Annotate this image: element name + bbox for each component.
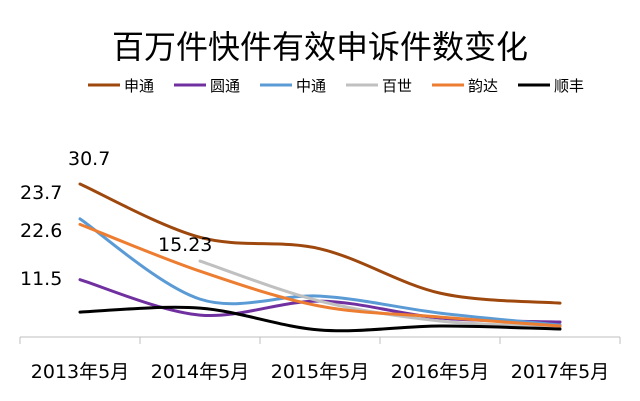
series-lines (78, 182, 562, 333)
x-tick-label: 2015年5月 (271, 361, 369, 383)
legend-item: 百世 (346, 77, 412, 95)
data-label: 11.5 (20, 268, 62, 290)
data-label: 15.23 (158, 234, 212, 256)
legend-label: 韵达 (468, 77, 498, 95)
series-line-申通 (78, 182, 562, 305)
data-labels: 30.7 23.7 22.6 11.5 15.23 (20, 148, 212, 290)
x-axis: 2013年5月 2014年5月 2015年5月 2016年5月 2017年5月 (19, 336, 621, 383)
legend-label: 顺丰 (554, 77, 584, 95)
legend: 申通 圆通 中通 百世 韵达 顺丰 (88, 77, 584, 95)
series-line-中通 (78, 217, 562, 327)
legend-item: 顺丰 (518, 77, 584, 95)
data-label: 23.7 (20, 182, 62, 204)
x-tick-label: 2017年5月 (511, 361, 609, 383)
legend-item: 申通 (88, 77, 154, 95)
x-tick-label: 2014年5月 (151, 361, 249, 383)
series-line-韵达 (78, 222, 562, 328)
x-tick-label: 2013年5月 (31, 361, 129, 383)
legend-item: 圆通 (174, 77, 240, 95)
x-tick-label: 2016年5月 (391, 361, 489, 383)
legend-label: 圆通 (210, 77, 240, 95)
legend-label: 申通 (124, 77, 154, 95)
data-label: 22.6 (20, 220, 62, 242)
legend-item: 韵达 (432, 77, 498, 95)
chart-title: 百万件快件有效申诉件数变化 (112, 28, 528, 66)
legend-label: 百世 (382, 77, 412, 95)
data-label: 30.7 (68, 148, 110, 170)
series-line-顺丰 (78, 305, 562, 333)
legend-item: 中通 (260, 77, 326, 95)
legend-label: 中通 (296, 77, 326, 95)
